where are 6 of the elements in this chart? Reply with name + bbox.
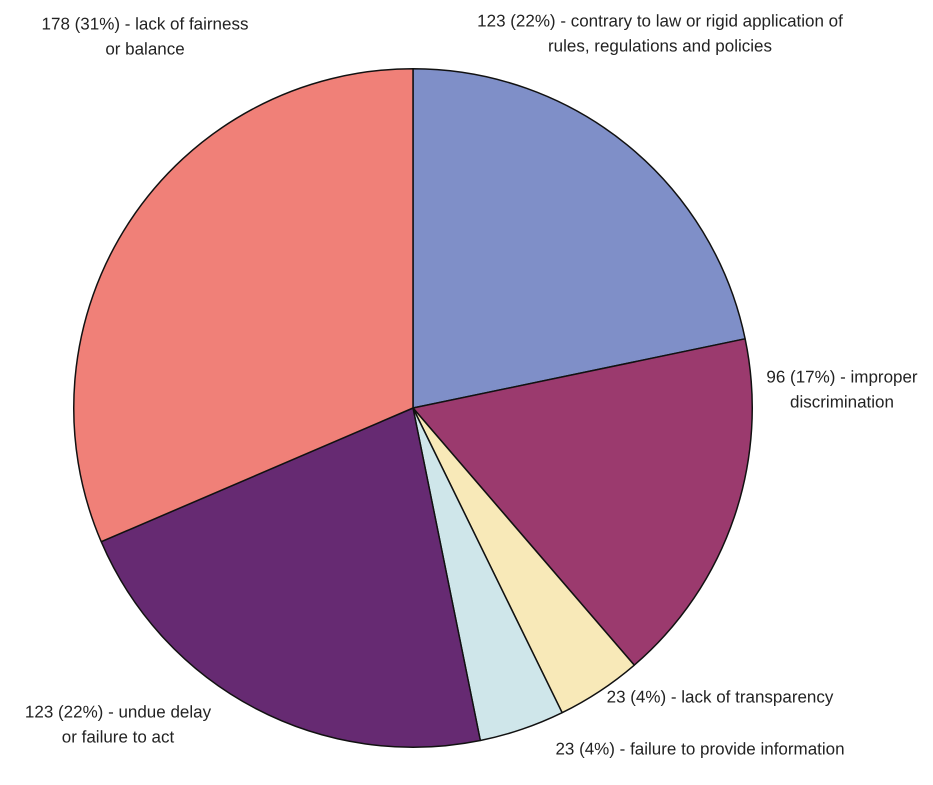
slice-label: 23 (4%) - failure to provide information	[555, 740, 845, 759]
slice-label: 23 (4%) - lack of transparency	[606, 688, 834, 707]
slice-label: 96 (17%) - improper discrimination	[766, 368, 918, 412]
slice-label: 178 (31%) - lack of fairness or balance	[42, 14, 248, 59]
slice-label: 123 (22%) - undue delay or failure to act	[24, 702, 212, 747]
slice-label: 123 (22%) - contrary to law or rigid application of rules, regulations and policies	[477, 12, 844, 56]
